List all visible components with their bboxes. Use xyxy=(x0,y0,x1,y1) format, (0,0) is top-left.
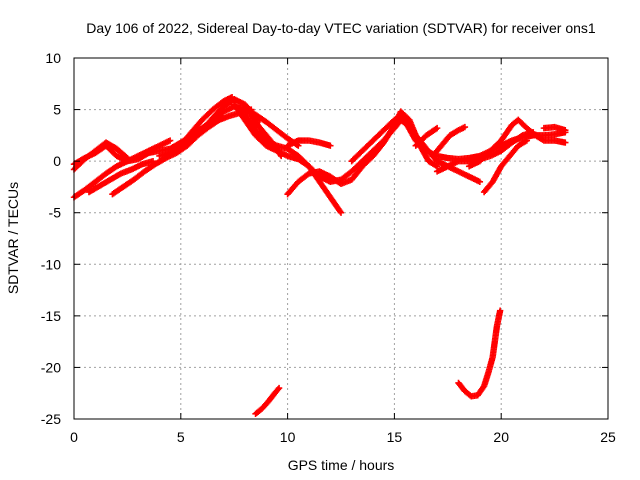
data-point xyxy=(275,384,283,392)
chart-title: Day 106 of 2022, Sidereal Day-to-day VTE… xyxy=(86,20,596,36)
y-tick-label: -15 xyxy=(41,308,61,324)
y-tick-label: -5 xyxy=(49,205,62,221)
series-track-q xyxy=(465,116,569,170)
x-tick-label: 25 xyxy=(600,429,616,445)
plot-frame xyxy=(73,57,609,420)
series-track-n xyxy=(412,124,441,149)
series-track-u xyxy=(455,307,504,400)
series-track-k xyxy=(284,108,484,198)
series-track-c xyxy=(70,139,131,173)
data-point xyxy=(124,154,131,162)
y-tick-label: -25 xyxy=(41,411,61,427)
data-points xyxy=(70,93,569,418)
x-tick-label: 10 xyxy=(280,429,296,445)
series-track-b xyxy=(70,137,174,201)
series-track-d xyxy=(85,157,157,196)
x-tick-label: 5 xyxy=(177,429,185,445)
data-point xyxy=(433,124,441,132)
series-track-e xyxy=(109,106,255,198)
data-point xyxy=(256,116,264,124)
y-tick-label: 5 xyxy=(53,102,61,118)
data-point xyxy=(336,208,344,215)
data-point xyxy=(562,127,569,134)
series-track-o xyxy=(429,123,469,160)
series-track-j xyxy=(241,104,285,160)
axis-ticks xyxy=(73,57,609,420)
data-point xyxy=(496,307,504,314)
y-tick-label: 10 xyxy=(45,50,61,66)
y-tick-label: -20 xyxy=(41,359,61,375)
series-track-r xyxy=(480,137,531,196)
data-point xyxy=(327,142,334,149)
grid-lines xyxy=(74,58,608,419)
data-point xyxy=(228,93,236,101)
y-tick-label: -10 xyxy=(41,256,61,272)
data-point xyxy=(562,139,569,146)
tick-labels: 0 5 10 15 20 25 -25 -20 -15 -10 -5 0 5 10 xyxy=(41,50,616,445)
data-point xyxy=(274,386,282,393)
y-axis-label: SDTVAR / TECUs xyxy=(5,182,21,294)
data-point xyxy=(277,151,284,158)
data-point xyxy=(461,123,469,131)
y-tick-label: 0 xyxy=(53,153,61,169)
x-axis-label: GPS time / hours xyxy=(288,457,395,473)
x-tick-label: 20 xyxy=(493,429,509,445)
series-track-g xyxy=(177,93,236,149)
data-point xyxy=(476,178,484,185)
series-track-t xyxy=(252,384,283,418)
data-point xyxy=(166,137,174,144)
data-point xyxy=(277,152,285,160)
data-point xyxy=(523,137,531,144)
x-tick-label: 15 xyxy=(387,429,403,445)
data-point xyxy=(123,153,130,161)
x-tick-label: 0 xyxy=(70,429,78,445)
data-point xyxy=(337,209,345,216)
series-track-l xyxy=(284,137,334,149)
series-track-s xyxy=(540,123,569,134)
series-track-i xyxy=(241,111,345,216)
